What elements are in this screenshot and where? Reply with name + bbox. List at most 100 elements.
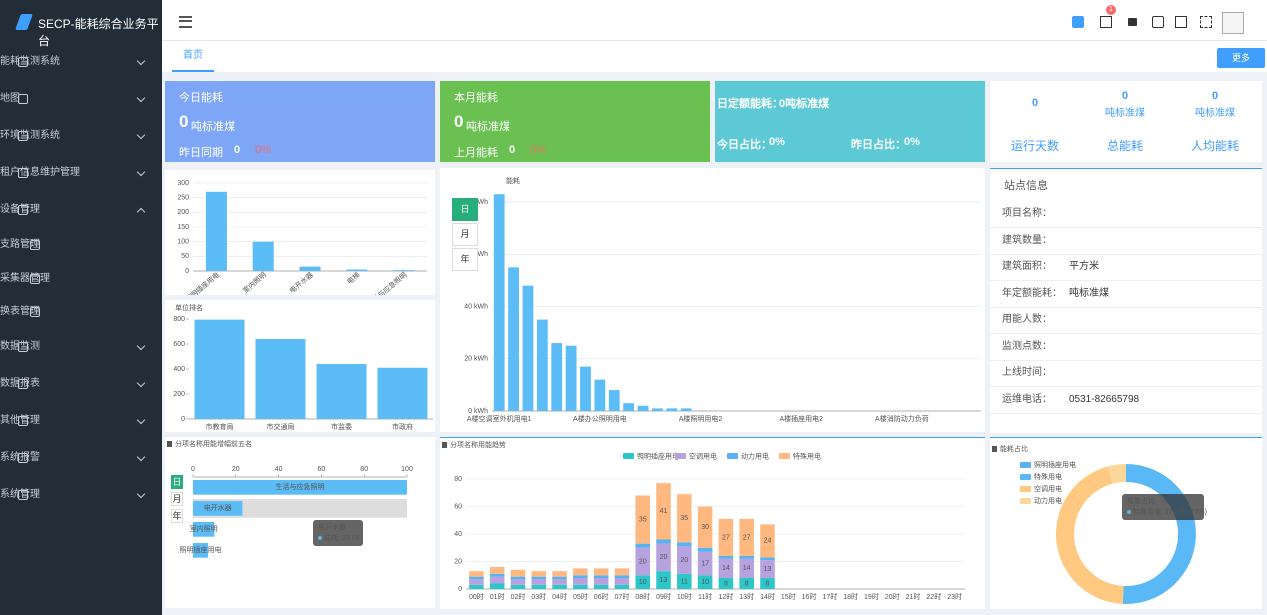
x-tick-label: 05时: [573, 592, 588, 601]
bar: [193, 480, 407, 495]
bar-segment: [469, 584, 484, 589]
x-tick-label: 22时: [926, 592, 941, 601]
menu-item[interactable]: 其他管理: [0, 403, 162, 439]
period-button[interactable]: 月: [171, 492, 183, 506]
x-tick-label: 23时: [947, 592, 962, 601]
icon[interactable]: [1100, 16, 1112, 28]
x-tick-label: 室内照明: [241, 270, 268, 295]
menu-label: 系统管理: [0, 489, 40, 500]
summary-unit: 吨标准煤: [1195, 108, 1235, 119]
menu-toggle[interactable]: [179, 16, 192, 28]
badge: 1: [1106, 5, 1116, 15]
bar: [299, 266, 321, 271]
menu-item[interactable]: 地图: [0, 81, 162, 117]
bar-segment: [739, 578, 754, 589]
data-label: 13: [660, 577, 668, 584]
y-tick-label: 20 kWh: [464, 356, 488, 363]
legend-swatch: [1020, 498, 1031, 504]
card-label: 日定额能耗：: [717, 98, 783, 110]
period-button[interactable]: 年: [452, 248, 478, 271]
menu-item[interactable]: 能耗监测系统: [0, 44, 162, 80]
y-tick-label: 0: [181, 416, 185, 423]
period-button[interactable]: 日: [452, 198, 478, 221]
bar-segment: [531, 576, 547, 580]
bar-segment: [697, 575, 713, 589]
tab[interactable]: 首页: [172, 41, 214, 72]
legend-label: 动力用电: [1034, 496, 1062, 505]
bar: [666, 408, 678, 411]
donut-slice: [1055, 466, 1124, 604]
bar-segment: [489, 576, 505, 584]
bar-segment: [760, 560, 775, 578]
bar-segment: [697, 506, 713, 548]
card-label: 今日占比：: [717, 139, 772, 151]
menu-item[interactable]: 环境监测系统: [0, 118, 162, 154]
icon[interactable]: [1200, 16, 1212, 28]
submenu-item[interactable]: 采集器管理: [0, 261, 162, 297]
info-row: 建筑面积： 平方米: [990, 254, 1262, 281]
x-tick-label: 17时: [822, 592, 837, 601]
data-label: 27: [743, 534, 751, 541]
summary-value: 0: [1211, 90, 1219, 102]
menu-item[interactable]: 系统报警: [0, 440, 162, 476]
x-tick-label: 电开水器: [288, 270, 315, 295]
data-label: 20: [660, 554, 668, 561]
period-button[interactable]: 日: [171, 475, 183, 489]
info-label: 上线时间：: [1002, 367, 1052, 378]
more-button[interactable]: 更多: [1217, 48, 1265, 68]
y-tick-label: 20: [454, 558, 462, 565]
menu-item[interactable]: 系统管理: [0, 477, 162, 513]
menu-label: 设备管理: [0, 204, 40, 215]
y-tick-label: 40 kWh: [464, 303, 488, 310]
chart: 单位排名 0 200 400 600 800 市教育局 市交通局 市监委 市政府: [173, 303, 433, 431]
x-tick-label: A楼消防动力负荷: [875, 414, 929, 423]
card-label: 昨日同期: [179, 147, 223, 159]
data-label: 20: [680, 557, 688, 564]
bar-segment: [614, 568, 630, 576]
bar-segment: [552, 584, 567, 589]
data-label: 24: [764, 538, 772, 545]
legend-label: 照明插座用电: [637, 451, 679, 460]
x-tick-label: 13时: [739, 592, 754, 601]
bar: [393, 270, 415, 271]
bar-segment: [573, 584, 588, 589]
period-button[interactable]: 月: [452, 223, 478, 246]
legend-swatch: [727, 453, 738, 459]
menu-item[interactable]: 数据监测: [0, 329, 162, 365]
bar-segment: [718, 556, 734, 559]
submenu-item[interactable]: 换表管理: [0, 294, 162, 330]
icon[interactable]: [1072, 16, 1084, 28]
card-today: 今日能耗 0 吨标准煤 昨日同期 0 0%: [165, 81, 435, 162]
legend-label: 动力用电: [741, 451, 769, 460]
legend-label: 空调用电: [1034, 484, 1062, 493]
menu-icon: [18, 131, 28, 141]
x-tick-label: 20: [232, 466, 240, 473]
data-label: 17: [701, 560, 709, 567]
legend-label: 特殊用电: [1034, 472, 1062, 481]
period-button[interactable]: 年: [171, 509, 183, 523]
chart-title: 单位排名: [175, 303, 203, 312]
x-tick-label: 02时: [511, 592, 526, 601]
menu-item[interactable]: 设备管理: [0, 192, 162, 228]
menu-icon: [18, 342, 28, 352]
card-month: 本月能耗 0 吨标准煤 上月能耗 0 0%: [440, 81, 710, 162]
menu-item[interactable]: 租户信息维护管理: [0, 155, 162, 191]
x-tick-label: 市政府: [392, 422, 413, 431]
y-tick-label: 250: [177, 195, 189, 202]
submenu-item[interactable]: 支路管理: [0, 227, 162, 263]
data-label: 11: [681, 578, 688, 585]
card-value: 0: [454, 112, 464, 131]
tooltip: [313, 520, 363, 546]
bar-segment: [510, 579, 526, 585]
info-value: 平方米: [1069, 261, 1099, 272]
panel-title: 能耗占比: [1000, 444, 1028, 453]
tab-bar: 首页 更多: [162, 41, 1267, 72]
avatar[interactable]: [1222, 12, 1244, 34]
icon[interactable]: [1175, 16, 1187, 28]
icon[interactable]: [1152, 16, 1164, 28]
menu-item[interactable]: 数据报表: [0, 366, 162, 402]
icon[interactable]: [1128, 18, 1137, 26]
x-tick-label: 06时: [594, 592, 609, 601]
card-title: 今日能耗: [179, 92, 223, 104]
bar: [205, 191, 227, 271]
